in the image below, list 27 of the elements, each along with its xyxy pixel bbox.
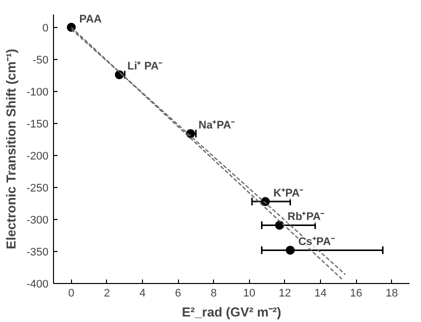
x-axis-title: E²_rad (GV² m⁻²) xyxy=(182,304,282,320)
y-tick-label: -200 xyxy=(26,150,49,162)
x-tick-label: 0 xyxy=(68,288,74,300)
x-tick-label: 12 xyxy=(278,288,292,300)
y-tick-label: -50 xyxy=(32,54,49,66)
annotation: K⁺PA⁻ xyxy=(273,188,304,200)
annotation: Cs⁺PA⁻ xyxy=(298,236,335,248)
x-tick-label: 6 xyxy=(175,288,182,300)
y-tick-label: -350 xyxy=(26,246,49,258)
annotation: Li⁺ PA⁻ xyxy=(127,60,163,73)
annotation: Rb⁺PA⁻ xyxy=(288,211,325,224)
y-tick-label: -250 xyxy=(26,182,49,194)
x-tick-label: 16 xyxy=(350,288,362,300)
y-tick-label: -150 xyxy=(26,118,49,130)
x-tick-label: 4 xyxy=(139,288,146,300)
y-axis-title: Electronic Transition Shift (cm⁻¹) xyxy=(3,48,18,250)
annotation: PAA xyxy=(79,13,102,26)
y-tick-label: -300 xyxy=(26,214,49,226)
annotation: Na⁺PA⁻ xyxy=(198,120,236,132)
y-tick-label: -100 xyxy=(26,86,49,98)
y-tick-label: -400 xyxy=(26,278,49,290)
y-tick-label: 0 xyxy=(42,22,49,34)
x-tick-label: 2 xyxy=(104,288,110,300)
x-tick-label: 14 xyxy=(314,288,327,300)
x-tick-label: 8 xyxy=(210,288,217,300)
x-tick-label: 18 xyxy=(386,288,398,300)
x-tick-label: 10 xyxy=(243,288,256,300)
